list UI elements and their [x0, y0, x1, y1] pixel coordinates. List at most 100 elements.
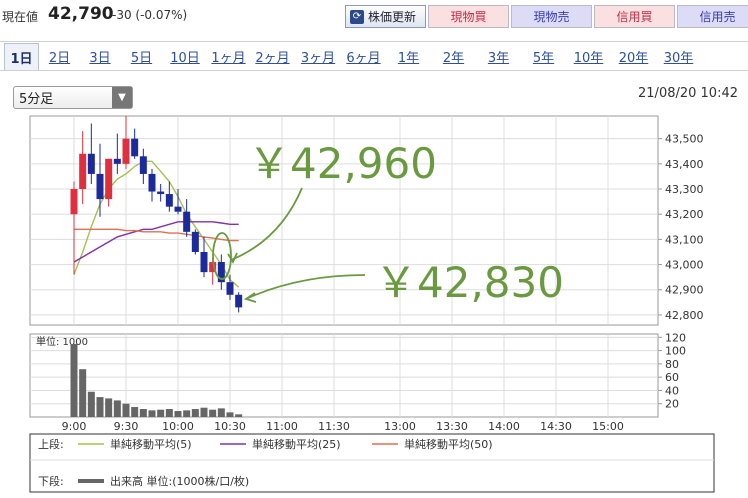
tab-6[interactable]: 1ヶ月 — [211, 50, 246, 66]
volume-y-tick-label: 120 — [665, 331, 686, 344]
tab-2[interactable]: 2日 — [48, 50, 71, 66]
volume-bar — [157, 409, 165, 417]
volume-bar — [183, 410, 191, 417]
price-y-tick-label: 42,800 — [665, 309, 704, 322]
candle-body — [87, 153, 95, 174]
chevron-down-icon: ▼ — [112, 87, 132, 108]
trade-button-3[interactable]: 信用買 — [594, 5, 675, 28]
price-y-tick-label: 43,000 — [665, 259, 704, 272]
volume-bar — [113, 400, 121, 417]
price-y-tick-label: 43,100 — [665, 233, 704, 246]
period-tabs — [0, 41, 748, 71]
volume-bar — [87, 391, 95, 417]
current-price-label: 現在値 — [2, 10, 39, 24]
candle-body — [226, 282, 234, 295]
volume-bar — [139, 409, 147, 417]
volume-bar — [217, 408, 225, 417]
volume-y-tick-label: 20 — [665, 398, 679, 411]
legend-lower-label: 下段: — [38, 474, 64, 488]
volume-bar — [96, 397, 104, 417]
candle-body — [191, 231, 199, 252]
x-tick-label: 14:00 — [488, 420, 520, 433]
volume-bar — [165, 409, 173, 417]
tab-3[interactable]: 3日 — [89, 50, 111, 66]
annotation-circle — [212, 232, 232, 280]
x-tick-label: 11:30 — [318, 420, 350, 433]
tab-9[interactable]: 6ヶ月 — [346, 50, 381, 66]
volume-y-tick-label: 40 — [665, 384, 679, 397]
candle-body — [131, 138, 139, 157]
volume-y-tick-label: 60 — [665, 371, 679, 384]
volume-pane-frame — [29, 333, 659, 418]
price-change: -30 (-0.07%) — [112, 8, 188, 22]
volume-bar — [226, 412, 234, 417]
volume-y-tick-label: 100 — [665, 345, 686, 358]
candle-body — [174, 206, 182, 212]
price-y-tick-label: 42,900 — [665, 284, 704, 297]
legend-item-3: 単純移動平均(50) — [404, 437, 493, 451]
annotation-arrowhead-low — [243, 292, 257, 303]
price-y-tick-label: 43,400 — [665, 158, 704, 171]
refresh-icon: ⟳ — [350, 9, 364, 24]
legend-item-2: 単純移動平均(25) — [252, 437, 341, 451]
tab-4[interactable]: 5日 — [130, 50, 153, 66]
update-price-label: 株価更新 — [368, 10, 417, 24]
tab-15[interactable]: 20年 — [618, 50, 649, 66]
candle-body — [139, 156, 147, 174]
tab-14[interactable]: 10年 — [573, 50, 604, 66]
tab-1[interactable]: 1日 — [4, 43, 39, 70]
tab-12[interactable]: 3年 — [487, 50, 510, 66]
volume-y-tick-label: 80 — [665, 358, 679, 371]
current-price: 42,790 — [48, 4, 114, 24]
volume-bar — [105, 398, 113, 417]
candle-body — [148, 173, 156, 192]
x-tick-label: 9:30 — [114, 420, 139, 433]
legend-volume-item: 出来高 単位:(1000株/口/枚) — [110, 474, 249, 488]
legend-item-1: 単純移動平均(5) — [110, 437, 192, 451]
x-tick-label: 15:00 — [592, 420, 624, 433]
price-y-tick-label: 43,200 — [665, 208, 704, 221]
volume-bar — [131, 407, 139, 417]
volume-bar — [79, 369, 87, 417]
tab-8[interactable]: 3ヶ月 — [300, 50, 336, 66]
tab-5[interactable]: 10日 — [170, 50, 200, 66]
x-tick-label: 14:30 — [540, 420, 572, 433]
update-price-button[interactable]: ⟳ 株価更新 — [345, 5, 426, 28]
annotation-arrowhead-high — [227, 252, 238, 264]
candle-body — [235, 294, 243, 308]
tab-16[interactable]: 30年 — [663, 50, 694, 66]
candle-body — [122, 138, 130, 164]
candle-body — [96, 173, 104, 200]
interval-select[interactable]: 5分足 ▼ — [13, 86, 133, 109]
tab-11[interactable]: 2年 — [442, 50, 465, 66]
candle-body — [217, 262, 225, 283]
ma5-line — [73, 160, 240, 288]
chart-timestamp: 21/08/20 10:42 — [638, 86, 738, 101]
interval-select-value: 5分足 — [19, 92, 54, 107]
tab-7[interactable]: 2ヶ月 — [255, 50, 290, 66]
volume-bar — [174, 411, 182, 417]
x-tick-label: 13:00 — [384, 420, 416, 433]
volume-bar — [191, 409, 199, 417]
candle-body — [70, 189, 78, 215]
trade-button-2[interactable]: 現物売 — [511, 5, 592, 28]
x-tick-label: 11:00 — [266, 420, 298, 433]
annotation-arrow-high — [230, 187, 303, 261]
annotation-arrow-low — [247, 274, 366, 299]
tab-13[interactable]: 5年 — [532, 50, 555, 66]
x-tick-label: 10:00 — [162, 420, 194, 433]
x-tick-label: 13:30 — [436, 420, 468, 433]
candle-body — [79, 153, 87, 190]
volume-bar — [122, 403, 130, 417]
trade-button-4[interactable]: 信用売 — [677, 5, 748, 28]
candle-body — [105, 158, 113, 200]
tab-10[interactable]: 1年 — [397, 50, 420, 66]
volume-bar — [235, 414, 243, 417]
candle-body — [200, 251, 208, 273]
x-tick-label: 9:00 — [62, 420, 87, 433]
ma25-line — [73, 221, 239, 263]
annotation-high-price: ￥42,960 — [248, 139, 437, 188]
candle-body — [209, 262, 217, 273]
trade-button-1[interactable]: 現物買 — [428, 5, 509, 28]
